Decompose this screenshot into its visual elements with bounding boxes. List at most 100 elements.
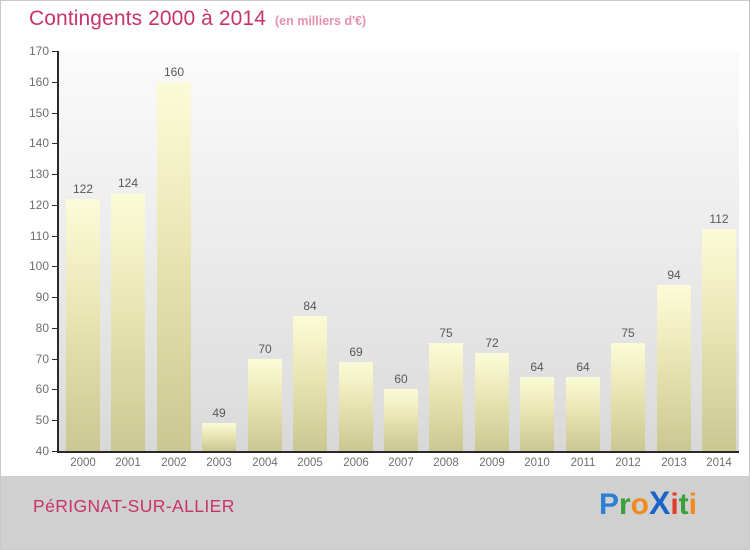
page-title: Contingents 2000 à 2014 — [29, 7, 266, 30]
y-axis-tick-label: 100 — [28, 259, 49, 274]
y-axis-tick — [52, 389, 59, 391]
bar[interactable] — [248, 358, 282, 451]
x-axis-tick-label: 2010 — [524, 457, 550, 469]
bar[interactable] — [157, 81, 191, 451]
y-axis-tick — [52, 81, 59, 83]
bar-column[interactable]: 122 — [66, 51, 100, 451]
bar[interactable] — [566, 377, 600, 451]
bar-column[interactable]: 60 — [384, 51, 418, 451]
logo-letter: i — [670, 488, 679, 521]
bar-column[interactable]: 69 — [339, 51, 373, 451]
bar[interactable] — [66, 198, 100, 451]
y-axis-tick — [52, 235, 59, 237]
x-axis-tick-label: 2008 — [433, 457, 459, 469]
bar-column[interactable]: 75 — [429, 51, 463, 451]
logo-letter: i — [688, 488, 697, 521]
bar-column[interactable]: 64 — [566, 51, 600, 451]
bar-value-label: 94 — [667, 267, 681, 282]
y-axis-tick — [52, 327, 59, 329]
x-axis-tick-label: 2012 — [615, 457, 641, 469]
bar[interactable] — [611, 343, 645, 451]
commune-name: PéRIGNAT-SUR-ALLIER — [33, 496, 235, 516]
y-axis-tick — [52, 204, 59, 206]
y-axis-tick-label: 70 — [35, 351, 49, 366]
x-axis-tick-label: 2014 — [706, 457, 732, 469]
bar-column[interactable]: 160 — [157, 51, 191, 451]
bar-column[interactable]: 70 — [248, 51, 282, 451]
y-axis-tick — [52, 112, 59, 114]
y-axis-tick-label: 160 — [28, 74, 49, 89]
y-axis-tick-label: 130 — [28, 167, 49, 182]
x-axis-tick-label: 2013 — [661, 457, 687, 469]
x-axis-tick-label: 2011 — [570, 457, 596, 469]
y-axis-tick-label: 120 — [28, 197, 49, 212]
bar[interactable] — [202, 423, 236, 451]
logo-letter: t — [678, 488, 689, 521]
bar-value-label: 64 — [530, 360, 544, 375]
y-axis-tick-label: 60 — [35, 382, 49, 397]
bar-value-label: 75 — [621, 326, 635, 341]
x-axis-tick-label: 2006 — [343, 457, 369, 469]
logo-letter: P — [598, 488, 619, 521]
proxiti-logo[interactable]: ProXiti — [599, 486, 697, 522]
x-axis-tick-label: 2004 — [252, 457, 278, 469]
bar-value-label: 69 — [349, 344, 363, 359]
bar-column[interactable]: 75 — [611, 51, 645, 451]
chart-footer: PéRIGNAT-SUR-ALLIER ProXiti — [1, 476, 749, 549]
logo-letter: r — [618, 488, 631, 521]
y-axis-tick-label: 40 — [35, 444, 49, 458]
y-axis-tick — [52, 266, 59, 268]
bar-value-label: 122 — [72, 181, 94, 196]
y-axis-tick-label: 150 — [28, 105, 49, 120]
x-axis-tick-label: 2005 — [297, 457, 323, 469]
chart-subtitle: (en milliers d'€) — [275, 14, 367, 28]
bar[interactable] — [293, 315, 327, 451]
chart-header: Contingents 2000 à 2014 (en milliers d'€… — [1, 1, 749, 41]
y-axis-tick — [52, 143, 59, 145]
y-axis-line — [57, 51, 59, 452]
bar[interactable] — [657, 284, 691, 451]
bar[interactable] — [702, 229, 736, 451]
bar-column[interactable]: 72 — [475, 51, 509, 451]
y-axis-tick-label: 140 — [28, 136, 49, 151]
x-axis-line — [57, 451, 739, 453]
bar-column[interactable]: 84 — [293, 51, 327, 451]
y-axis-tick — [52, 420, 59, 422]
bar-column[interactable]: 124 — [111, 51, 145, 451]
y-axis-tick-label: 110 — [29, 228, 49, 243]
bar-column[interactable]: 94 — [657, 51, 691, 451]
y-axis-tick — [52, 358, 59, 360]
bar-value-label: 70 — [258, 341, 272, 356]
bar-value-label: 72 — [485, 335, 499, 350]
bar[interactable] — [111, 192, 145, 451]
bar-value-label: 160 — [163, 64, 185, 79]
bar-value-label: 49 — [212, 406, 226, 421]
logo-letter: o — [630, 488, 649, 521]
bar-column[interactable]: 112 — [702, 51, 736, 451]
y-axis-tick-label: 80 — [35, 320, 49, 335]
y-axis-tick — [52, 451, 59, 452]
x-axis-tick-label: 2000 — [70, 457, 96, 469]
y-axis-tick-label: 50 — [35, 413, 49, 428]
bar[interactable] — [475, 352, 509, 451]
bar-column[interactable]: 64 — [520, 51, 554, 451]
bar-value-label: 84 — [303, 298, 317, 313]
bar-value-label: 124 — [117, 175, 139, 190]
bar[interactable] — [429, 343, 463, 451]
x-axis-tick-label: 2009 — [479, 457, 505, 469]
y-axis-tick — [52, 51, 59, 52]
bar-value-label: 60 — [394, 372, 408, 387]
x-axis-tick-label: 2007 — [388, 457, 414, 469]
bar[interactable] — [520, 377, 554, 451]
y-axis-tick — [52, 174, 59, 176]
bar[interactable] — [339, 361, 373, 451]
x-axis-tick-label: 2003 — [206, 457, 232, 469]
bar-value-label: 75 — [439, 326, 453, 341]
x-axis-tick-label: 2002 — [161, 457, 187, 469]
bar[interactable] — [384, 389, 418, 451]
y-axis-tick — [52, 297, 59, 299]
y-axis-tick-label: 170 — [28, 44, 49, 58]
bar-value-label: 112 — [709, 212, 729, 227]
bar-column[interactable]: 49 — [202, 51, 236, 451]
